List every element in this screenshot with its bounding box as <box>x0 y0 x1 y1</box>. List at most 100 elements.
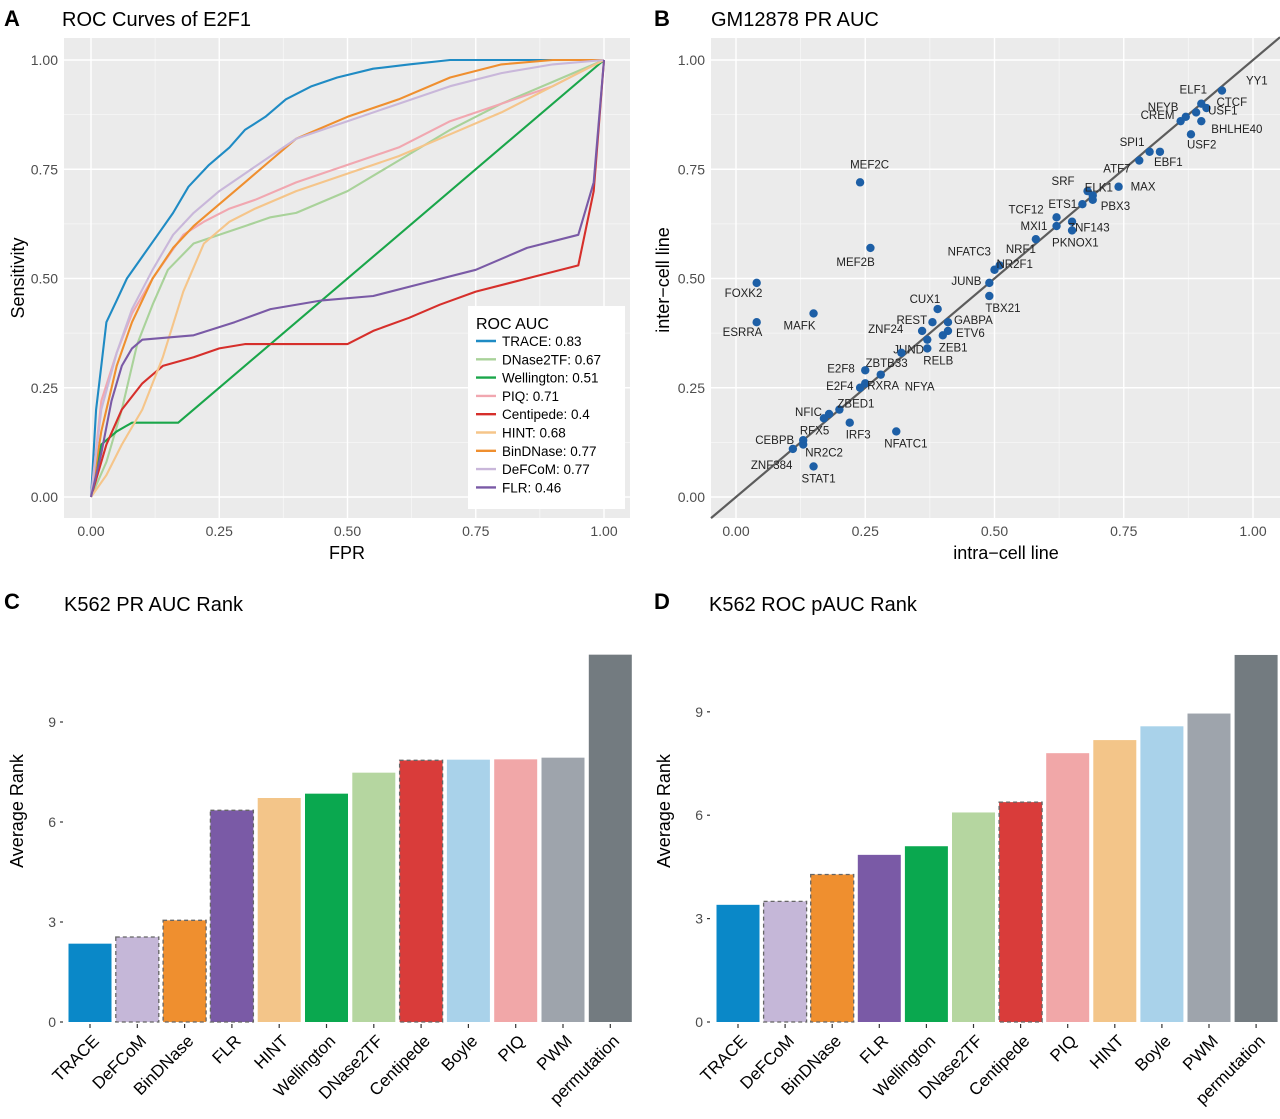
scatter-point-usf1 <box>1191 108 1201 117</box>
scatter-label-stat1: STAT1 <box>802 473 836 485</box>
panel-d-bar-permutation <box>1234 654 1278 1022</box>
legend-title: ROC AUC <box>476 316 549 333</box>
scatter-point-mef2c <box>855 178 865 187</box>
scatter-point-jund <box>923 335 932 344</box>
scatter-label-e2f8: E2F8 <box>827 363 855 375</box>
panel-c-title: K562 PR AUC Rank <box>64 594 244 616</box>
panel-c-bar-hint <box>257 798 301 1022</box>
scatter-point-nfya <box>876 370 885 379</box>
scatter-point-irf3 <box>845 418 854 427</box>
panel-c-y-tick-label: 0 <box>48 1014 56 1030</box>
panel-letter-d: D <box>654 589 670 614</box>
panel-a-ylabel: Sensitivity <box>8 237 28 318</box>
scatter-label-foxk2: FOXK2 <box>725 288 763 300</box>
scatter-label-tcf12: TCF12 <box>1009 204 1044 216</box>
panel-d-bar-flr <box>857 854 901 1022</box>
legend-label-7: DeFCoM: 0.77 <box>502 462 590 477</box>
panel-b-ylabel: inter−cell line <box>653 227 673 333</box>
panel-c-bar-flr <box>209 809 255 1023</box>
scatter-label-zbed1: ZBED1 <box>837 399 874 411</box>
panel-a-y-tick-label: 0.50 <box>31 271 58 287</box>
scatter-label-nfyb: NFYB <box>1148 102 1179 114</box>
scatter-point-znf384 <box>788 444 798 454</box>
panel-b-title: GM12878 PR AUC <box>711 9 879 31</box>
legend-label-0: TRACE: 0.83 <box>502 334 582 349</box>
panel-c-category-label-hint: HINT <box>251 1031 292 1072</box>
scatter-point-yy1 <box>1217 86 1227 95</box>
panel-d-bar-dnase2tf <box>952 812 995 1022</box>
roc-curve-5 <box>90 59 605 498</box>
panel-letter-a: A <box>4 6 20 31</box>
panel-d-bar-wellington <box>904 846 948 1022</box>
panel-d-category-label-piq: PIQ <box>1046 1031 1080 1065</box>
scatter-label-usf2: USF2 <box>1187 139 1216 151</box>
panel-d-y-tick-label: 0 <box>695 1014 703 1030</box>
panel-a-xlabel: FPR <box>329 543 365 563</box>
scatter-point-spi1 <box>1145 147 1154 156</box>
panel-d-y-tick-label: 3 <box>695 911 703 927</box>
panel-letter-c: C <box>4 589 20 614</box>
legend-items: TRACE: 0.83 DNase2TF: 0.67 Wellington: 0.5… <box>476 334 601 495</box>
scatter-point-nr2f1 <box>990 265 999 274</box>
panel-b-x-tick-label: 0.50 <box>981 523 1008 539</box>
scatter-point-zeb1 <box>938 331 947 340</box>
scatter-label-junb: JUNB <box>951 276 981 288</box>
panel-c-y-tick-label: 6 <box>48 814 56 830</box>
scatter-point-max <box>1114 182 1123 191</box>
panel-c-category-label-pwm: PWM <box>533 1031 576 1074</box>
scatter-point-mef2b <box>866 243 875 253</box>
scatter-label-relb: RELB <box>923 355 953 367</box>
roc-curve-1 <box>90 59 605 498</box>
legend-label-3: PIQ: 0.71 <box>502 389 559 404</box>
scatter-label-cux1: CUX1 <box>910 294 941 306</box>
panel-c-ylabel: Average Rank <box>7 753 27 868</box>
panel-c-category-label-boyle: Boyle <box>438 1031 482 1075</box>
scatter-label-crem: CREM <box>1141 110 1175 122</box>
scatter-point-rxra <box>861 379 870 388</box>
scatter-point-rest <box>928 318 937 327</box>
panel-d-y-tick-label: 9 <box>695 704 703 720</box>
panel-d-bar-pwm <box>1187 713 1231 1022</box>
panel-c-y-tick-label: 9 <box>48 714 56 730</box>
scatter-point-relb <box>923 344 932 353</box>
panel-c-bar-boyle <box>446 759 490 1022</box>
panel-d-bar-defcom <box>762 900 808 1023</box>
scatter-label-rxra: RXRA <box>867 380 899 392</box>
panel-a-x-tick-label: 0.25 <box>206 523 233 539</box>
panel-a-x-tick-label: 0.50 <box>334 523 361 539</box>
panel-d-bar-boyle <box>1140 726 1184 1022</box>
panel-c-bar-bindnase <box>162 919 207 1023</box>
panel-d-bar-trace <box>716 904 760 1022</box>
panel-b-y-tick-label: 1.00 <box>678 52 705 68</box>
scatter-label-mxi1: MXI1 <box>1021 221 1048 233</box>
scatter-label-rest: REST <box>896 315 927 327</box>
scatter-point-atf7 <box>1135 156 1144 165</box>
roc-curve-7 <box>89 58 605 498</box>
scatter-label-rfx5: RFX5 <box>800 425 829 437</box>
scatter-point-crem <box>1176 116 1185 126</box>
scatter-point-mafk <box>809 309 818 318</box>
scatter-label-ets1: ETS1 <box>1048 199 1077 211</box>
panel-d-category-label-pwm: PWM <box>1179 1031 1222 1074</box>
panel-d-category-label-flr: FLR <box>856 1031 892 1067</box>
panel-b-x-tick-label: 1.00 <box>1239 523 1266 539</box>
panel-a-y-tick-label: 0.25 <box>31 380 58 396</box>
scatter-point-tcf12 <box>1052 213 1061 222</box>
panel-a-legend: ROC AUC TRACE: 0.83 DNase2TF: 0.67 Welling… <box>468 306 625 509</box>
scatter-point-znf143 <box>1067 217 1077 226</box>
scatter-label-nr2f1: NR2F1 <box>997 259 1033 271</box>
scatter-point-pknox1 <box>1067 226 1077 235</box>
panel-letter-b: B <box>654 6 670 31</box>
scatter-label-ctcf: CTCF <box>1216 97 1247 109</box>
scatter-label-nfic: NFIC <box>795 407 822 419</box>
scatter-point-ets1 <box>1078 200 1087 209</box>
scatter-label-mef2c: MEF2C <box>850 159 889 171</box>
scatter-label-pbx3: PBX3 <box>1101 201 1130 213</box>
scatter-label-mef2b: MEF2B <box>836 257 875 269</box>
panel-c-category-label-flr: FLR <box>209 1031 245 1067</box>
panel-c-bar-trace <box>68 943 112 1022</box>
scatter-label-e2f4: E2F4 <box>826 381 854 393</box>
panel-d-bar-bindnase <box>810 873 855 1023</box>
scatter-label-zeb1: ZEB1 <box>939 342 968 354</box>
scatter-label-atf7: ATF7 <box>1103 164 1130 176</box>
